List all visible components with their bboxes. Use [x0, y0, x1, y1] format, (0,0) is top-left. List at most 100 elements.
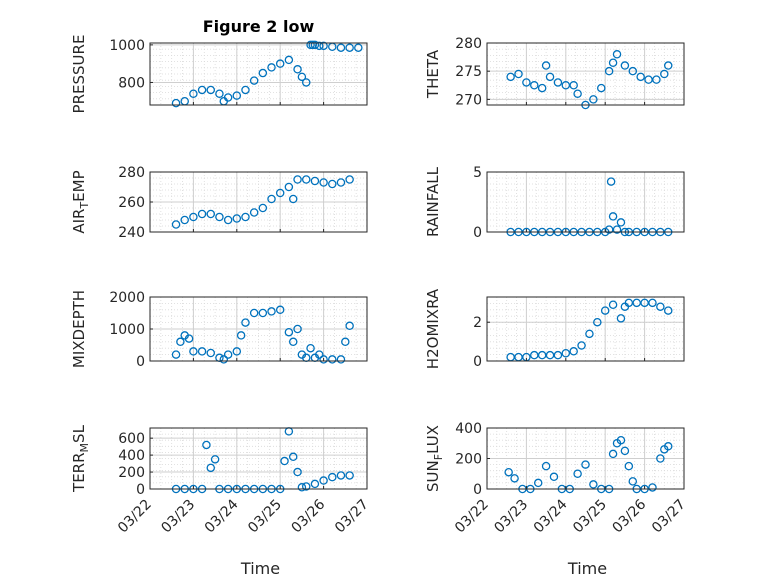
data-point: [345, 321, 354, 331]
y-tick-label: 280: [455, 36, 482, 52]
y-axis-label: PRESSURE: [70, 35, 88, 114]
data-point: [219, 355, 229, 364]
axes-box: [486, 296, 685, 362]
axes-box: [149, 427, 368, 490]
data-point: [606, 177, 616, 186]
data-point: [236, 331, 246, 340]
data-point: [620, 446, 630, 456]
y-tick-label: 270: [455, 92, 482, 108]
data-point: [328, 472, 337, 482]
y-tick-label: 0: [473, 354, 482, 370]
data-point: [573, 469, 582, 478]
data-point: [589, 480, 598, 489]
data-point: [561, 81, 571, 90]
data-point: [232, 214, 242, 223]
data-point: [522, 78, 531, 87]
data-point: [616, 314, 626, 323]
data-point: [297, 483, 307, 492]
data-point: [215, 212, 224, 222]
chart-panel-5: 0 1000 2000 MIXDEPTH: [70, 290, 368, 370]
data-point: [215, 89, 224, 98]
data-point: [310, 176, 320, 186]
data-point: [656, 302, 665, 311]
y-tick-label: 0: [473, 482, 482, 498]
plot-area: [487, 297, 684, 361]
y-axis-label: THETA: [424, 49, 442, 99]
data-point: [288, 337, 298, 347]
y-tick-label: 1000: [109, 322, 145, 338]
data-point: [608, 58, 618, 67]
data-point: [336, 355, 346, 364]
data-point: [293, 467, 302, 477]
y-tick-label: 0: [136, 354, 145, 370]
data-point: [267, 194, 276, 204]
x-tick-label: 03/27: [332, 497, 372, 537]
data-point: [533, 478, 543, 488]
data-point: [569, 81, 578, 90]
axes-box: [486, 42, 685, 106]
data-point: [577, 341, 586, 350]
data-point: [267, 63, 276, 72]
y-tick-label: 600: [118, 431, 145, 447]
chart-panel-6: 0 2 H2OMIXRA: [424, 288, 685, 370]
data-point: [189, 347, 198, 356]
data-point: [530, 81, 539, 90]
data-point: [319, 476, 328, 485]
data-point: [652, 75, 661, 84]
data-point: [293, 65, 302, 74]
x-axis-label: Time: [567, 559, 607, 578]
data-point: [589, 95, 598, 104]
data-point: [336, 43, 346, 52]
x-tick-label: 03/25: [570, 497, 610, 537]
data-point: [345, 175, 354, 184]
x-tick-label: 03/22: [115, 497, 155, 537]
data-point: [258, 68, 268, 78]
data-point: [258, 203, 268, 213]
x-axis-label: Time: [240, 559, 280, 578]
y-tick-label: 260: [118, 195, 145, 211]
data-point: [288, 452, 298, 462]
x-tick-label: 03/26: [289, 496, 329, 536]
data-point: [189, 89, 198, 98]
data-point: [319, 178, 328, 187]
data-point: [232, 91, 242, 100]
data-point: [284, 55, 294, 65]
data-point: [624, 461, 634, 471]
data-point: [608, 449, 618, 459]
data-point: [288, 194, 298, 204]
data-point: [663, 442, 673, 451]
data-point: [341, 337, 350, 347]
data-point: [241, 85, 250, 95]
data-point: [197, 347, 207, 356]
data-point: [663, 306, 673, 315]
data-point: [206, 209, 216, 219]
data-point: [541, 461, 551, 471]
y-tick-label: 200: [118, 465, 145, 481]
data-point: [206, 463, 216, 473]
data-point: [537, 350, 547, 360]
y-tick-label: 400: [455, 421, 482, 437]
data-point: [616, 435, 626, 445]
data-point: [315, 350, 324, 359]
x-tick-label: 03/23: [491, 497, 531, 537]
y-axis-label: RAINFALL: [424, 166, 442, 237]
y-tick-label: 800: [118, 75, 145, 91]
data-point: [504, 467, 513, 477]
data-point: [249, 208, 259, 217]
data-point: [636, 72, 645, 82]
data-point: [612, 225, 622, 234]
chart-panel-3: 240 260 280 AIRTEMP: [70, 165, 368, 241]
data-point: [275, 59, 285, 68]
data-point: [223, 93, 233, 102]
data-point: [354, 43, 363, 52]
data-point: [628, 477, 638, 486]
data-point: [241, 318, 250, 327]
data-point: [241, 212, 250, 222]
data-point: [345, 471, 354, 480]
y-axis-label: TERRMSL: [70, 424, 91, 493]
data-point: [663, 61, 673, 70]
data-point: [319, 41, 328, 51]
y-tick-label: 280: [118, 165, 145, 181]
data-point: [301, 482, 311, 491]
